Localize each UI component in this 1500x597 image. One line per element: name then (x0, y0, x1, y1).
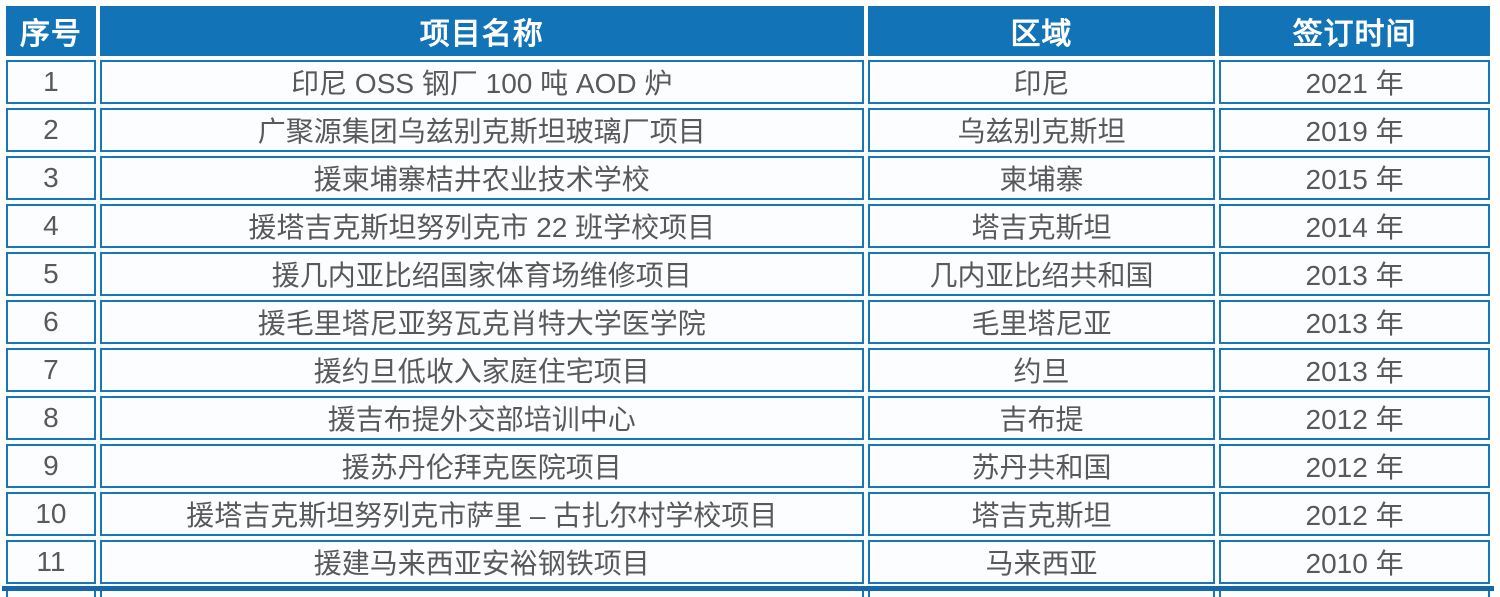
region-cell: 苏丹共和国 (867, 444, 1216, 488)
region-cell: 几内亚比绍共和国 (867, 252, 1216, 296)
project-name-cell: 援建马来西亚安裕钢铁项目 (99, 540, 864, 584)
row-index-cell: 6 (6, 300, 96, 344)
table-row: 7 援约旦低收入家庭住宅项目 约旦 2013 年 (6, 348, 1490, 392)
signing-year-cell: 2013 年 (1219, 300, 1490, 344)
region-cell: 柬埔寨 (867, 156, 1216, 200)
bottom-divider (2, 586, 1494, 591)
signing-year-cell: 2012 年 (1219, 396, 1490, 440)
table-row: 2 广聚源集团乌兹别克斯坦玻璃厂项目 乌兹别克斯坦 2019 年 (6, 108, 1490, 152)
region-cell: 吉布提 (867, 396, 1216, 440)
project-name-cell: 援塔吉克斯坦努列克市 22 班学校项目 (99, 204, 864, 248)
table-row: 1 印尼 OSS 钢厂 100 吨 AOD 炉印尼 2021 年 (6, 60, 1490, 104)
table-row: 6 援毛里塔尼亚努瓦克肖特大学医学院 毛里塔尼亚 2013 年 (6, 300, 1490, 344)
row-index-cell: 8 (6, 396, 96, 440)
row-index-cell: 10 (6, 492, 96, 536)
signing-year-cell: 2019 年 (1219, 108, 1490, 152)
table-row: 10 援塔吉克斯坦努列克市萨里 – 古扎尔村学校项目 塔吉克斯坦 2012 年 (6, 492, 1490, 536)
project-name-cell: 援约旦低收入家庭住宅项目 (99, 348, 864, 392)
region-cell: 乌兹别克斯坦 (867, 108, 1216, 152)
row-index-cell: 3 (6, 156, 96, 200)
project-name-cell: 援苏丹伦拜克医院项目 (99, 444, 864, 488)
table-row: 8 援吉布提外交部培训中心 吉布提 2012 年 (6, 396, 1490, 440)
signing-year-cell: 2015 年 (1219, 156, 1490, 200)
row-index-cell: 11 (6, 540, 96, 584)
row-index-cell: 7 (6, 348, 96, 392)
table-row: 5 援几内亚比绍国家体育场维修项目 几内亚比绍共和国 2013 年 (6, 252, 1490, 296)
signing-year-cell: 2010 年 (1219, 540, 1490, 584)
signing-year-cell: 2012 年 (1219, 444, 1490, 488)
project-name-cell: 援柬埔寨桔井农业技术学校 (99, 156, 864, 200)
signing-year-cell: 2013 年 (1219, 252, 1490, 296)
row-index-cell: 5 (6, 252, 96, 296)
project-name-cell: 印尼 OSS 钢厂 100 吨 AOD 炉 (99, 60, 864, 104)
project-name-cell: 援几内亚比绍国家体育场维修项目 (99, 252, 864, 296)
project-name-cell: 援毛里塔尼亚努瓦克肖特大学医学院 (99, 300, 864, 344)
row-index-cell: 4 (6, 204, 96, 248)
table-header: 序号 项目名称 区域 签订时间 (6, 6, 1490, 56)
signing-year-cell: 2013 年 (1219, 348, 1490, 392)
column-header-name: 项目名称 (99, 6, 864, 56)
table-row: 3 援柬埔寨桔井农业技术学校 柬埔寨 2015 年 (6, 156, 1490, 200)
project-name-cell: 广聚源集团乌兹别克斯坦玻璃厂项目 (99, 108, 864, 152)
signing-year-cell: 2021 年 (1219, 60, 1490, 104)
table-body: 1 印尼 OSS 钢厂 100 吨 AOD 炉印尼 2021 年 2 广聚源集团乌兹别克… (6, 60, 1490, 597)
table-row: 4 援塔吉克斯坦努列克市 22 班学校项目 塔吉克斯坦 2014 年 (6, 204, 1490, 248)
table-row: 11 援建马来西亚安裕钢铁项目 马来西亚 2010 年 (6, 540, 1490, 584)
table-header-row: 序号 项目名称 区域 签订时间 (6, 6, 1490, 56)
column-header-index: 序号 (6, 6, 96, 56)
signing-year-cell: 2014 年 (1219, 204, 1490, 248)
project-name-cell: 援塔吉克斯坦努列克市萨里 – 古扎尔村学校项目 (99, 492, 864, 536)
column-header-year: 签订时间 (1219, 6, 1490, 56)
signing-year-cell: 2012 年 (1219, 492, 1490, 536)
row-index-cell: 2 (6, 108, 96, 152)
column-header-region: 区域 (867, 6, 1216, 56)
region-cell: 塔吉克斯坦 (867, 492, 1216, 536)
region-cell: 印尼 (867, 60, 1216, 104)
row-index-cell: 9 (6, 444, 96, 488)
region-cell: 毛里塔尼亚 (867, 300, 1216, 344)
table-row: 9 援苏丹伦拜克医院项目 苏丹共和国 2012 年 (6, 444, 1490, 488)
region-cell: 约旦 (867, 348, 1216, 392)
region-cell: 塔吉克斯坦 (867, 204, 1216, 248)
region-cell: 马来西亚 (867, 540, 1216, 584)
project-name-cell: 援吉布提外交部培训中心 (99, 396, 864, 440)
row-index-cell: 1 (6, 60, 96, 104)
